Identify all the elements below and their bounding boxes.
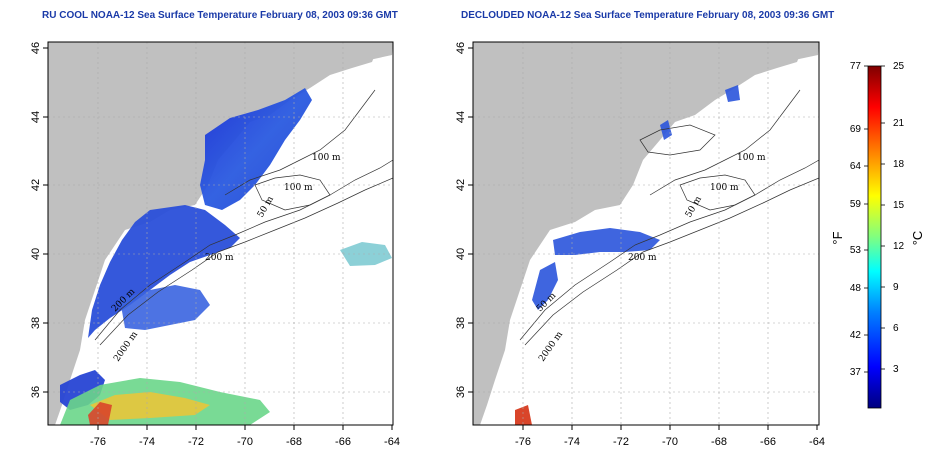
x-tick-label: -70 [237,436,253,448]
celsius-tick-label: 15 [893,200,905,211]
celsius-tick-label: 9 [893,282,899,293]
fahrenheit-tick-label: 37 [850,367,862,378]
y-tick-label: 42 [455,179,467,191]
right-map-frame [472,41,820,426]
contour-label: 200 m [205,253,234,263]
fahrenheit-unit-label: °F [830,231,845,244]
colorbar-ticks [864,65,885,373]
x-tick-label: -68 [286,436,302,448]
celsius-tick-label: 6 [893,323,899,334]
fahrenheit-tick-label: 42 [850,330,862,341]
left-map-frame [47,41,394,426]
x-tick-label: -64 [809,436,825,448]
left-x-tick-labels: -76 -74 -72 -70 -68 -66 -64 [90,436,400,448]
left-land-nova-scotia [300,42,393,88]
right-grid [473,42,819,425]
right-tick-marks [468,47,818,430]
celsius-tick-label: 25 [893,61,905,72]
right-sst-coastal-patch [532,262,558,310]
left-sst-gulf-of-maine [200,88,312,210]
y-tick-label: 46 [30,42,42,54]
x-tick-label: -72 [613,436,629,448]
fahrenheit-tick-label: 77 [850,61,862,72]
left-tick-marks [43,47,393,430]
y-tick-label: 42 [30,179,42,191]
y-tick-label: 38 [30,317,42,329]
celsius-tick-label: 12 [893,241,905,252]
y-tick-label: 36 [30,386,42,398]
right-map-panel: 100 m 100 m 50 m 200 m 50 m 2000 m [455,41,825,448]
x-tick-label: -68 [711,436,727,448]
left-y-tick-labels: 46 44 42 40 38 36 [30,42,42,398]
temperature-colorbar: 77 69 64 59 53 48 42 37 25 21 18 15 12 9… [830,61,925,409]
fahrenheit-tick-label: 64 [850,161,862,172]
left-sst-hot-core [88,402,112,425]
x-tick-label: -70 [662,436,678,448]
right-sst-small-patch [725,85,740,102]
contour-label: 100 m [312,153,341,163]
left-sst-east-patch [340,242,392,266]
right-land-mass [473,42,805,425]
y-tick-label: 40 [455,248,467,260]
colorbar-gradient [867,65,882,409]
left-panel-title: RU COOL NOAA-12 Sea Surface Temperature … [42,10,398,21]
right-sst-warm-spot [515,405,532,425]
contour-label: 100 m [284,183,313,193]
left-sst-mid-atlantic [120,285,210,330]
right-sst-gulf-patch [660,120,672,140]
right-sst-shelf-patch [553,228,660,255]
right-y-tick-labels: 46 44 42 40 38 36 [455,42,467,398]
right-land-nova-scotia [725,42,819,88]
contour-label: 100 m [710,183,739,193]
left-map-panel: 100 m 100 m 200 m 50 m 200 m 2000 m [30,41,400,448]
left-sst-warm-core [90,392,210,420]
celsius-tick-label: 21 [893,118,905,129]
colorbar-celsius-labels: 25 21 18 15 12 9 6 3 [893,61,905,375]
y-tick-label: 36 [455,386,467,398]
x-tick-label: -76 [515,436,531,448]
x-tick-label: -66 [335,436,351,448]
y-tick-label: 38 [455,317,467,329]
fahrenheit-tick-label: 59 [850,199,862,210]
fahrenheit-tick-label: 69 [850,124,862,135]
x-tick-label: -64 [384,436,400,448]
fahrenheit-tick-label: 48 [850,283,862,294]
x-tick-label: -74 [139,436,155,448]
left-land-mass [48,42,380,425]
right-panel-title: DECLOUDED NOAA-12 Sea Surface Temperatur… [461,10,835,21]
celsius-unit-label: °C [910,231,925,246]
colorbar-fahrenheit-labels: 77 69 64 59 53 48 42 37 [850,61,862,378]
y-tick-label: 44 [30,111,42,123]
contour-label: 200 m [628,253,657,263]
contour-label: 100 m [737,153,766,163]
y-tick-label: 40 [30,248,42,260]
right-x-tick-labels: -76 -74 -72 -70 -68 -66 -64 [515,436,825,448]
left-grid [48,42,393,425]
x-tick-label: -74 [564,436,580,448]
fahrenheit-tick-label: 53 [850,245,862,256]
celsius-tick-label: 18 [893,159,905,170]
celsius-tick-label: 3 [893,364,899,375]
y-tick-label: 44 [455,111,467,123]
x-tick-label: -72 [188,436,204,448]
x-tick-label: -76 [90,436,106,448]
y-tick-label: 46 [455,42,467,54]
x-tick-label: -66 [760,436,776,448]
